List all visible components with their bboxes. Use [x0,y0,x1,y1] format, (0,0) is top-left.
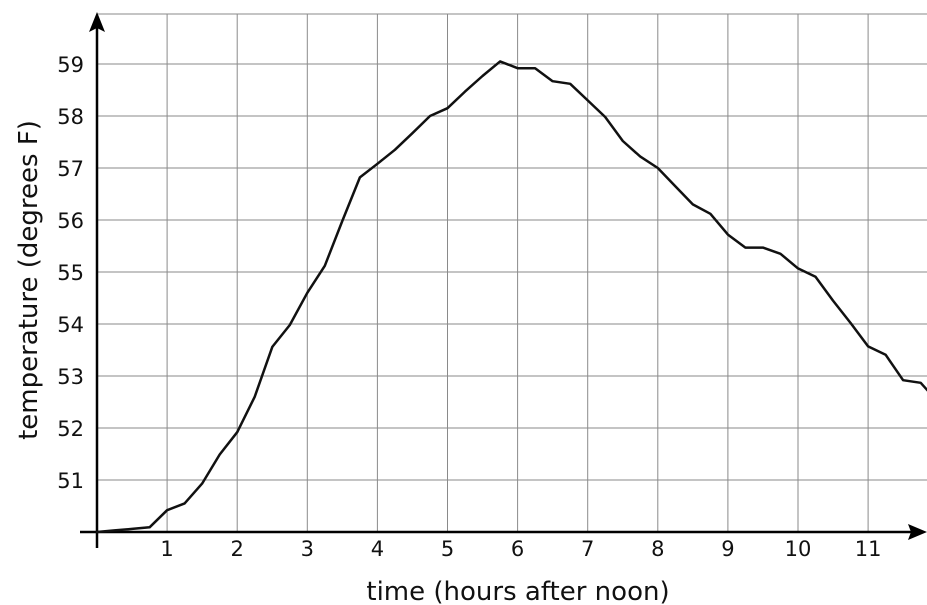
x-tick-label: 8 [651,537,664,561]
y-tick-label: 58 [57,105,84,129]
y-tick-label: 52 [57,417,84,441]
y-tick-label: 55 [57,261,84,285]
y-tick-label: 59 [57,53,84,77]
x-tick-label: 7 [581,537,594,561]
y-axis-title: temperature (degrees F) [14,120,44,440]
x-tick-label: 10 [785,537,812,561]
y-tick-label: 56 [57,209,84,233]
x-tick-label: 1 [160,537,173,561]
axes [80,12,927,548]
grid [97,13,927,532]
temperature-series-line [95,60,927,534]
y-tick-label: 53 [57,365,84,389]
y-tick-label: 51 [57,469,84,493]
x-tick-label: 9 [721,537,734,561]
x-tick-label: 6 [511,537,524,561]
series [95,60,927,534]
x-tick-label: 3 [301,537,314,561]
x-axis-title: time (hours after noon) [366,577,669,605]
y-axis-arrow [89,12,105,32]
y-tick-label: 54 [57,313,84,337]
x-tick-label: 5 [441,537,454,561]
x-tick-label: 2 [231,537,244,561]
x-axis-arrow [908,524,927,540]
x-tick-label: 11 [855,537,882,561]
x-tick-label: 4 [371,537,384,561]
y-tick-label: 57 [57,157,84,181]
